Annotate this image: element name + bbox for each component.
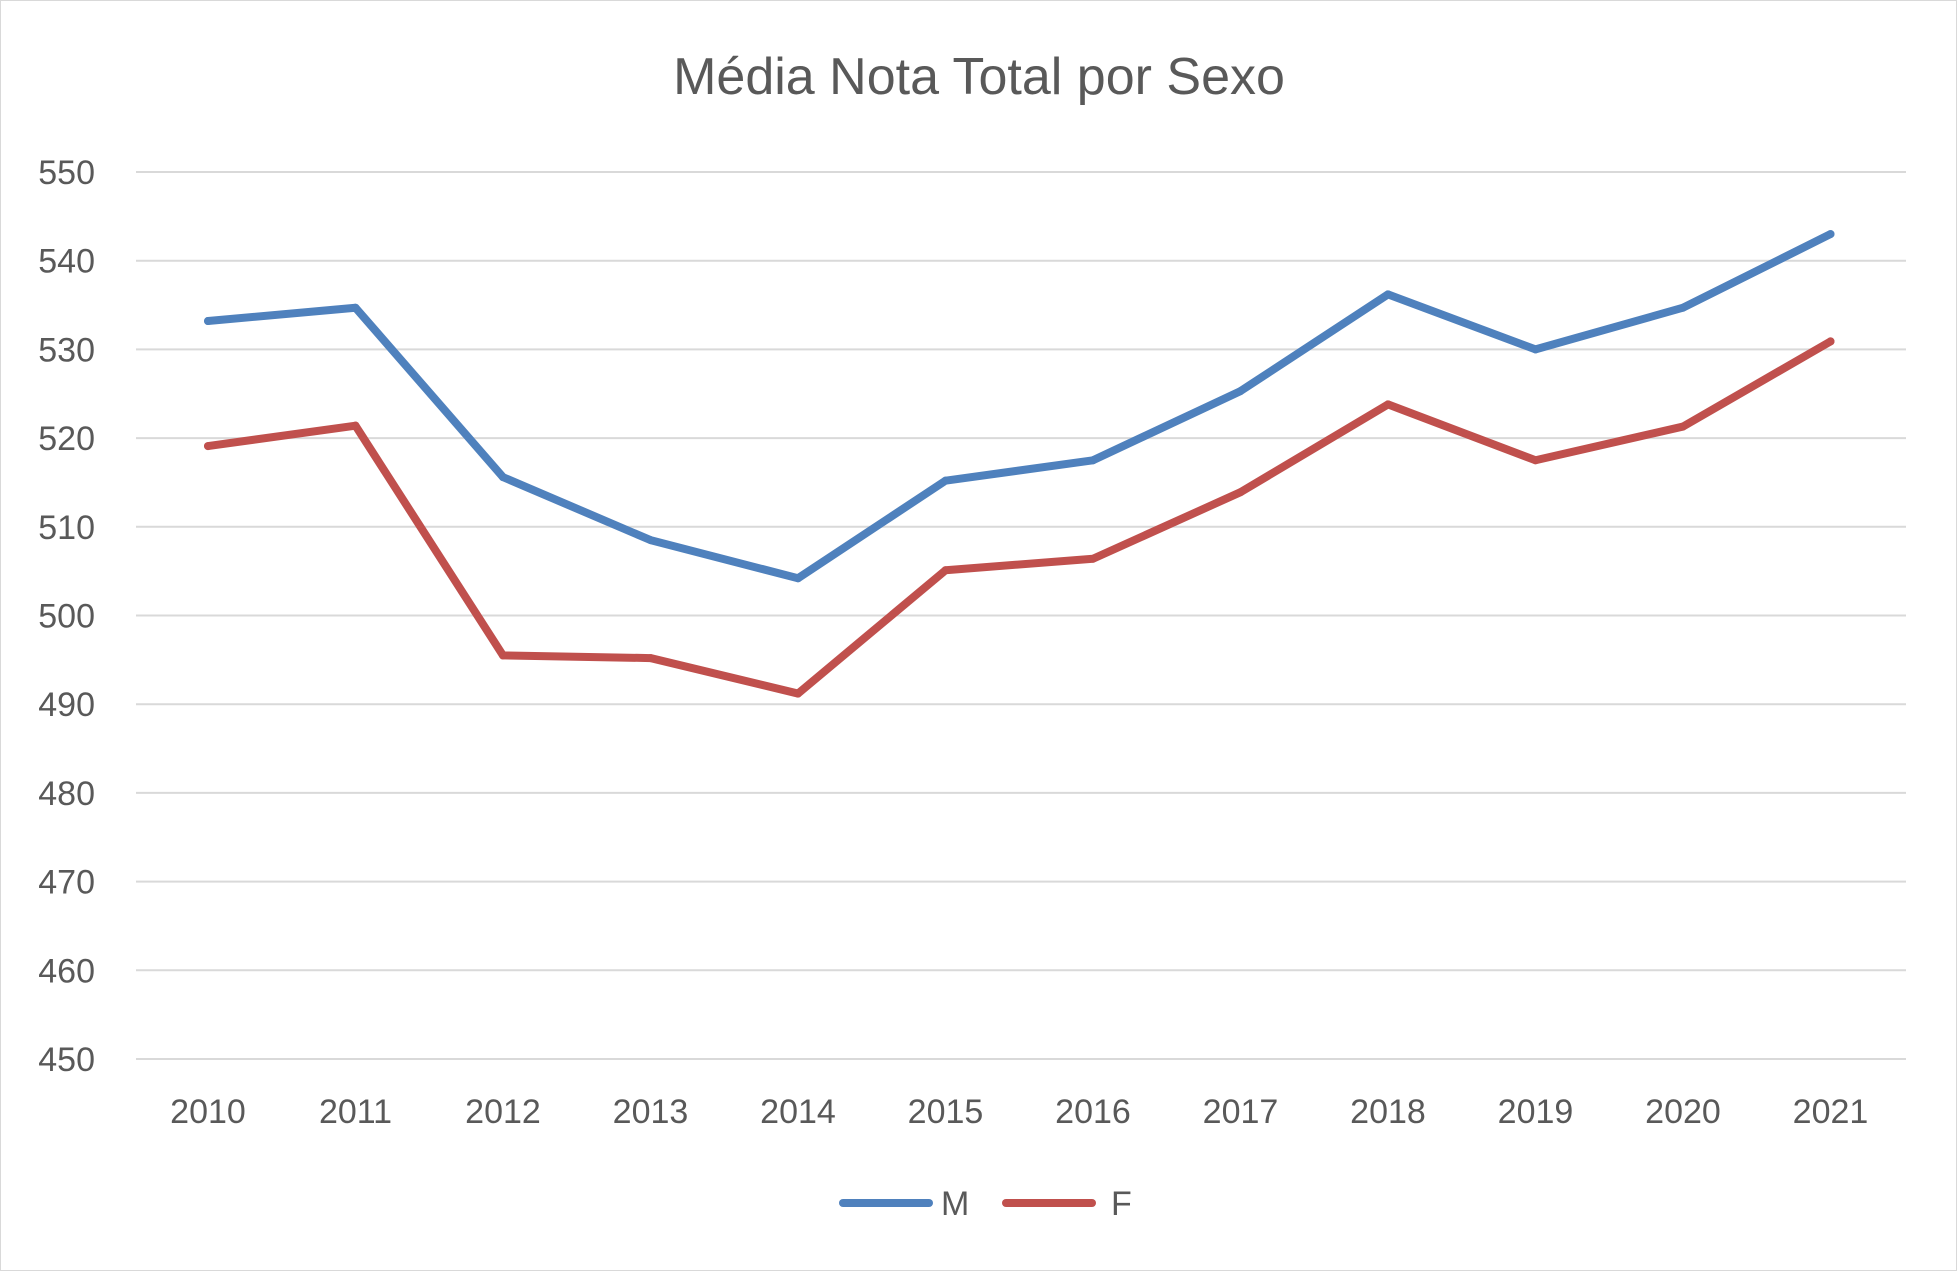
data-point-M-2019 <box>1531 345 1540 354</box>
x-tick-label: 2018 <box>1350 1093 1426 1131</box>
data-point-F-2015 <box>941 566 950 575</box>
series-lines <box>204 230 1835 698</box>
x-tick-label: 2010 <box>170 1093 246 1131</box>
data-point-F-2019 <box>1531 456 1540 465</box>
legend-label-F: F <box>1111 1185 1132 1223</box>
x-tick-label: 2015 <box>908 1093 984 1131</box>
y-tick-label: 490 <box>38 686 95 724</box>
legend-label-M: M <box>941 1185 969 1223</box>
x-axis-ticks: 2010 2011 2012 2013 2014 2015 2016 2017 2018 2019… <box>170 1093 1868 1131</box>
x-tick-label: 2017 <box>1203 1093 1279 1131</box>
data-point-F-2012 <box>499 651 507 660</box>
data-point-M-2012 <box>499 473 507 482</box>
data-point-F-2021 <box>1826 337 1835 346</box>
data-point-M-2010 <box>204 317 212 326</box>
x-tick-label: 2011 <box>319 1093 392 1131</box>
y-tick-label: 480 <box>38 775 95 813</box>
series-line-M <box>204 230 1835 583</box>
data-point-M-2020 <box>1679 303 1687 312</box>
data-point-M-2017 <box>1236 387 1245 396</box>
data-point-F-2017 <box>1236 488 1245 497</box>
chart-title: Média Nota Total por Sexo <box>673 48 1285 106</box>
data-point-F-2011 <box>351 421 360 430</box>
series-line-F <box>204 337 1835 698</box>
y-tick-label: 500 <box>38 598 95 636</box>
gridlines <box>136 171 1906 1060</box>
x-tick-label: 2013 <box>613 1093 689 1131</box>
y-tick-label: 510 <box>38 509 95 547</box>
data-point-F-2010 <box>204 442 212 451</box>
x-tick-label: 2012 <box>465 1093 541 1131</box>
y-tick-label: 550 <box>38 154 95 192</box>
data-point-M-2013 <box>646 536 655 545</box>
x-tick-label: 2020 <box>1645 1093 1721 1131</box>
data-point-M-2016 <box>1089 456 1097 465</box>
x-tick-label: 2016 <box>1055 1093 1131 1131</box>
data-point-F-2014 <box>794 689 802 698</box>
data-point-M-2015 <box>941 476 950 485</box>
y-tick-label: 460 <box>38 952 95 990</box>
data-point-M-2021 <box>1826 230 1835 239</box>
y-tick-label: 530 <box>38 331 95 369</box>
x-tick-label: 2014 <box>760 1093 836 1131</box>
data-point-M-2018 <box>1384 290 1392 299</box>
data-point-F-2013 <box>646 654 655 663</box>
x-tick-label: 2021 <box>1793 1093 1869 1131</box>
data-point-F-2020 <box>1679 422 1687 431</box>
y-axis-ticks: 450 460 470 480 490 500 510 520 530 540 550 <box>38 154 95 1079</box>
y-tick-label: 540 <box>38 243 95 281</box>
data-point-F-2018 <box>1384 400 1392 409</box>
y-tick-label: 450 <box>38 1041 95 1079</box>
x-tick-label: 2019 <box>1498 1093 1574 1131</box>
y-tick-label: 470 <box>38 864 95 902</box>
data-point-M-2014 <box>794 574 802 583</box>
data-point-M-2011 <box>351 303 360 312</box>
data-point-F-2016 <box>1089 554 1097 563</box>
y-tick-label: 520 <box>38 420 95 458</box>
